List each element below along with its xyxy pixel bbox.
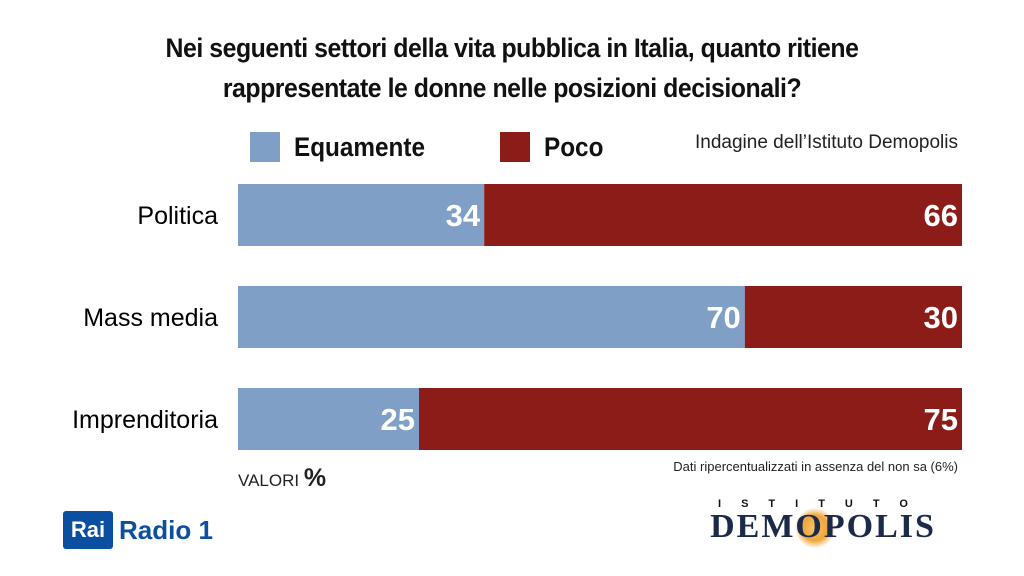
value-label-equamente-mass-media: 70 [706, 300, 740, 335]
legend-label-equamente: Equamente [294, 132, 425, 162]
chart-title-line-2: rappresentate le donne nelle posizioni d… [222, 73, 802, 103]
legend-swatch-poco [500, 132, 530, 162]
bar-equamente-imprenditoria [238, 388, 419, 450]
unit-label: VALORI % [238, 464, 326, 493]
footnote: Dati ripercentualizzati in assenza del n… [673, 459, 958, 474]
bar-equamente-politica [238, 184, 485, 246]
demopolis-logo-name: DEMOPOLIS [710, 508, 936, 545]
chart-title: Nei seguenti settori della vita pubblica… [41, 28, 983, 108]
category-label-imprenditoria: Imprenditoria [72, 406, 218, 434]
rai-channel-name: Radio 1 [119, 515, 213, 545]
unit-symbol: % [303, 464, 327, 492]
value-label-poco-mass-media: 30 [924, 300, 958, 335]
value-label-equamente-politica: 34 [446, 198, 481, 233]
demopolis-logo: ISTITUTO DEMOPOLIS [688, 498, 958, 548]
demopolis-logo-glow [795, 508, 835, 548]
chart-title-line-1: Nei seguenti settori della vita pubblica… [165, 33, 859, 63]
category-label-mass-media: Mass media [83, 304, 218, 332]
legend: Equamente Poco [0, 130, 1024, 164]
value-label-poco-politica: 66 [924, 198, 958, 233]
bar-poco-politica [484, 184, 962, 246]
category-label-politica: Politica [137, 202, 218, 230]
rai-logo-box: Rai [63, 511, 113, 549]
bar-poco-imprenditoria [419, 388, 962, 450]
value-label-equamente-imprenditoria: 25 [381, 402, 415, 437]
legend-swatch-equamente [250, 132, 280, 162]
demopolis-logo-top: ISTITUTO [718, 498, 928, 510]
value-label-poco-imprenditoria: 75 [924, 402, 958, 437]
bar-poco-mass-media [744, 286, 962, 348]
unit-text: VALORI [238, 471, 300, 490]
legend-label-poco: Poco [544, 132, 604, 162]
source-label: Indagine dell’Istituto Demopolis [695, 132, 958, 153]
bar-equamente-mass-media [238, 286, 745, 348]
